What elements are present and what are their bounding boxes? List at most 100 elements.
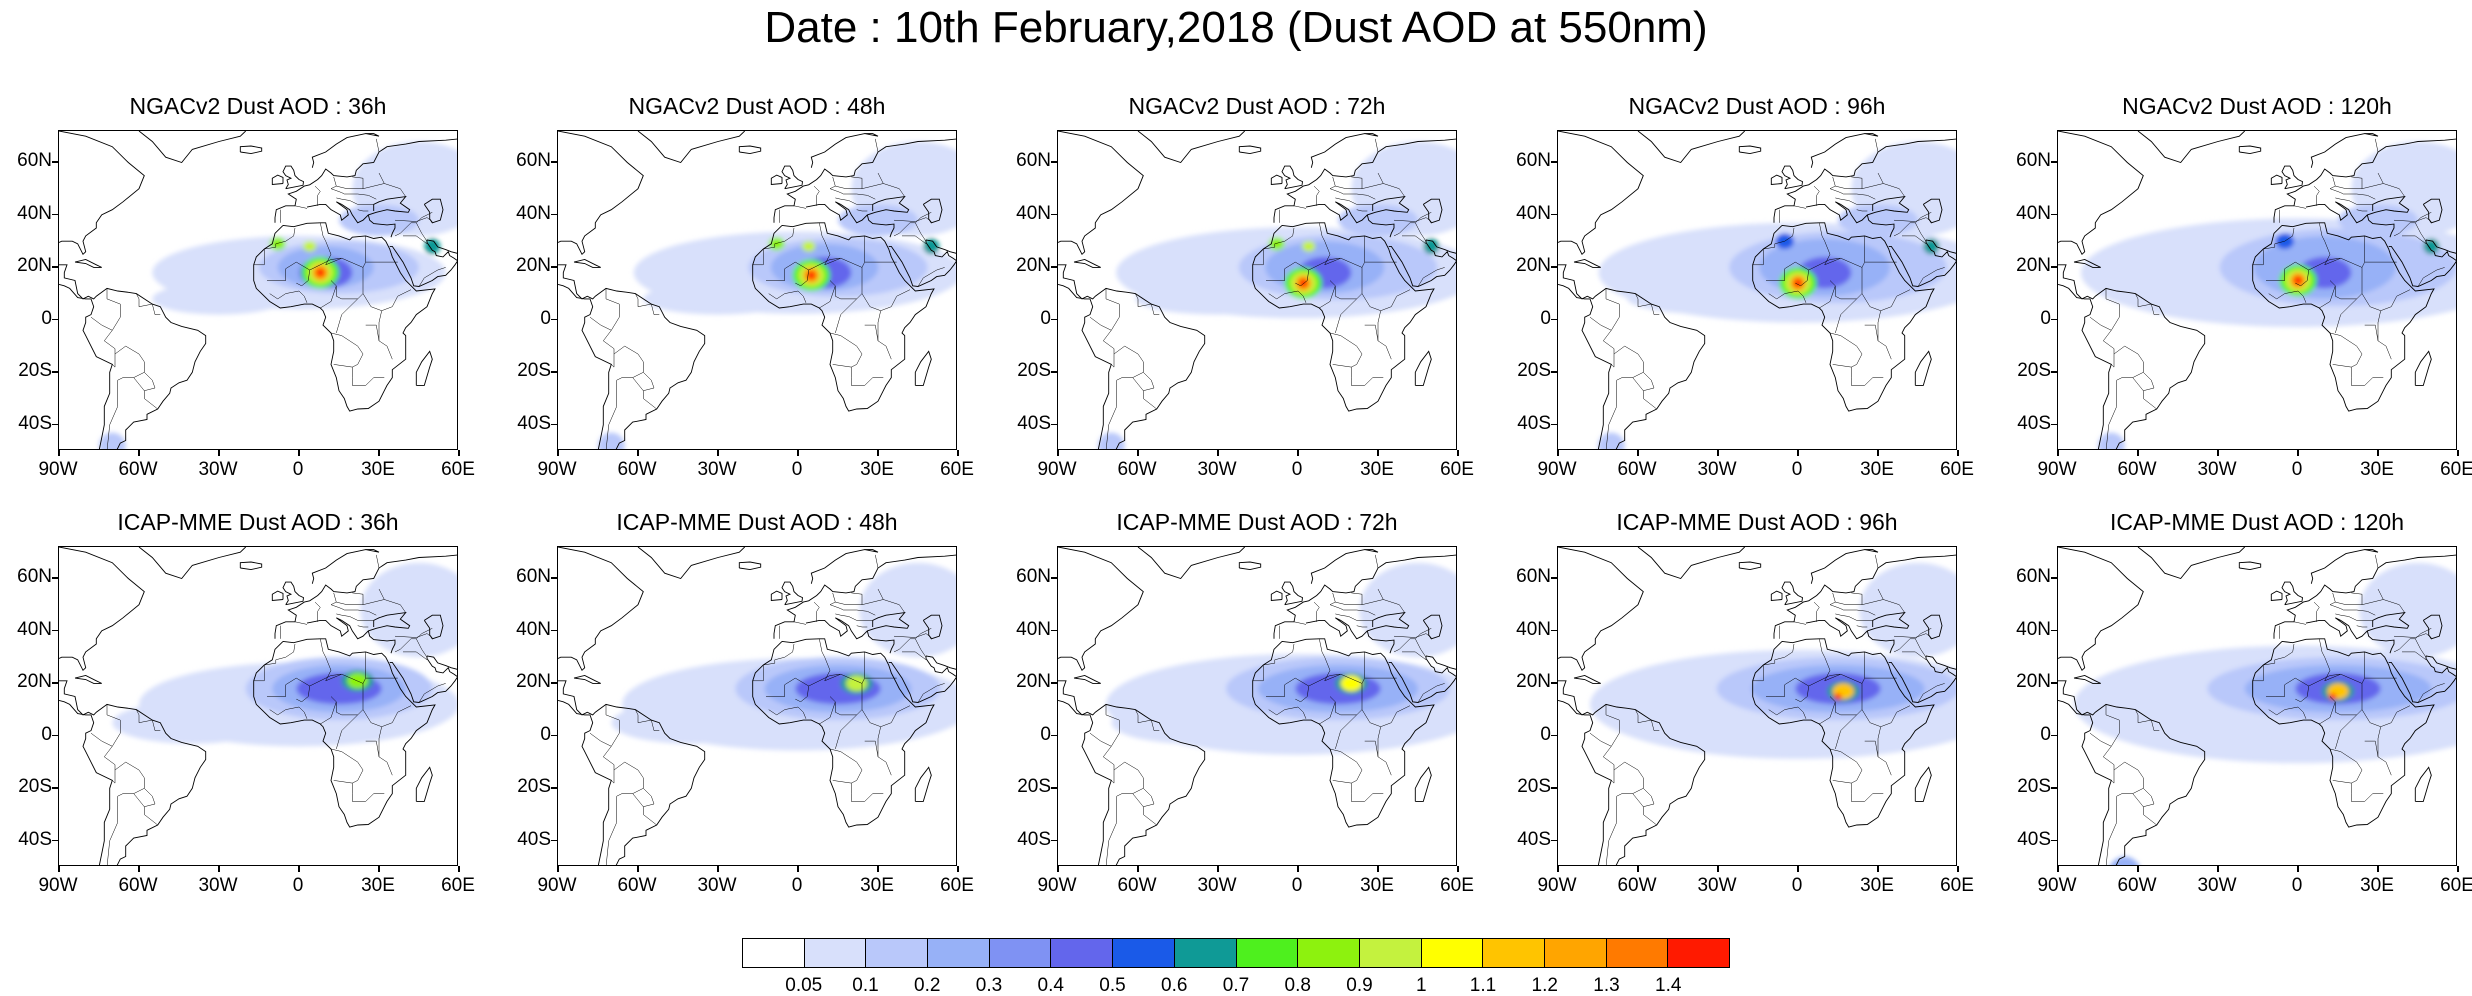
border-line bbox=[1832, 780, 1852, 784]
lat-tick-label: 20N bbox=[1016, 255, 1051, 277]
border-line bbox=[2143, 372, 2157, 410]
lon-tick bbox=[877, 450, 879, 456]
coastline bbox=[2058, 131, 2144, 256]
coastline bbox=[253, 638, 436, 828]
border-line bbox=[333, 780, 353, 784]
border-line bbox=[1319, 285, 1336, 309]
border-line bbox=[774, 227, 795, 248]
country-borders bbox=[1589, 138, 1945, 449]
border-line bbox=[843, 193, 876, 200]
coastline bbox=[1888, 655, 1956, 703]
border-line bbox=[1635, 293, 1639, 300]
lat-tick-label: 40S bbox=[1517, 412, 1551, 434]
coastline bbox=[1366, 630, 1395, 654]
lon-tick bbox=[1057, 866, 1059, 872]
border-line bbox=[840, 267, 863, 300]
coastline bbox=[59, 131, 145, 256]
border-line bbox=[1893, 217, 1932, 222]
border-line bbox=[103, 330, 145, 373]
border-line bbox=[635, 709, 639, 716]
border-line bbox=[296, 269, 310, 287]
coastline bbox=[558, 131, 644, 256]
lat-tick-label: 40S bbox=[517, 412, 551, 434]
lon-tick-label: 0 bbox=[292, 875, 304, 896]
lon-tick-label: 0 bbox=[791, 875, 803, 896]
colorbar-cell bbox=[1483, 939, 1545, 967]
lon-tick-label: 90W bbox=[537, 459, 577, 480]
border-line bbox=[2295, 269, 2309, 287]
lat-tick bbox=[2051, 577, 2057, 579]
lat-tick-label: 60N bbox=[1016, 150, 1051, 172]
lat-tick bbox=[551, 266, 557, 268]
border-line bbox=[1835, 714, 1857, 750]
colorbar-cell bbox=[989, 939, 1052, 967]
border-line bbox=[1335, 197, 1373, 205]
lon-tick bbox=[797, 450, 799, 456]
border-line bbox=[774, 643, 795, 664]
lon-tick-label: 30W bbox=[2197, 875, 2237, 896]
coastline bbox=[271, 590, 284, 601]
border-line bbox=[1377, 588, 1384, 600]
border-line bbox=[1335, 714, 1357, 750]
border-line bbox=[1252, 246, 1275, 266]
border-line bbox=[1632, 377, 1644, 391]
aod-contour bbox=[1859, 562, 1956, 658]
border-line bbox=[152, 720, 161, 731]
border-line bbox=[2324, 254, 2341, 266]
colorbar-label: 0.05 bbox=[785, 975, 823, 996]
colorbar-label: 0.6 bbox=[1161, 975, 1188, 996]
border-line bbox=[103, 746, 145, 789]
coastline bbox=[1914, 350, 1932, 386]
coastline bbox=[2388, 239, 2456, 287]
coastlines bbox=[59, 131, 457, 449]
coastline bbox=[1805, 611, 1910, 640]
border-line bbox=[2132, 377, 2144, 391]
border-line bbox=[1415, 628, 1432, 639]
border-line bbox=[835, 197, 873, 205]
border-line bbox=[1589, 704, 1620, 747]
aod-contour bbox=[838, 204, 918, 236]
colorbar-label: 0.3 bbox=[975, 975, 1003, 996]
coastline bbox=[1238, 145, 1262, 155]
coastline bbox=[781, 581, 803, 606]
border-line bbox=[1829, 332, 1863, 378]
border-line bbox=[1351, 793, 1384, 802]
border-line bbox=[795, 685, 809, 703]
border-line bbox=[1864, 740, 1879, 757]
border-line bbox=[253, 662, 276, 682]
map-canvas bbox=[1558, 131, 1956, 449]
colorbar-label: 1.1 bbox=[1469, 975, 1497, 996]
colorbar-label: 0.2 bbox=[914, 975, 941, 996]
border-line bbox=[2268, 706, 2307, 719]
coastline bbox=[738, 145, 762, 155]
border-line bbox=[1861, 183, 1905, 197]
lon-tick-label: 90W bbox=[2037, 875, 2077, 896]
border-line bbox=[637, 714, 652, 724]
map-canvas bbox=[59, 547, 457, 865]
coastline bbox=[59, 264, 207, 449]
border-line bbox=[589, 704, 620, 747]
border-line bbox=[1332, 780, 1352, 784]
border-line bbox=[861, 599, 905, 613]
lat-tick bbox=[52, 161, 58, 163]
border-line bbox=[2343, 193, 2376, 200]
coastline bbox=[2422, 198, 2443, 224]
colorbar-cell bbox=[1421, 939, 1484, 967]
coastline bbox=[558, 547, 644, 672]
lon-tick-label: 30W bbox=[1697, 875, 1737, 896]
border-line bbox=[605, 796, 617, 865]
lon-tick-label: 30E bbox=[361, 875, 395, 896]
border-line bbox=[1111, 770, 1115, 784]
colorbar-label: 0.9 bbox=[1346, 975, 1373, 996]
border-line bbox=[768, 290, 807, 303]
border-line bbox=[2319, 222, 2331, 255]
border-line bbox=[915, 628, 932, 639]
colorbar-cell bbox=[866, 939, 929, 967]
border-line bbox=[1768, 706, 1807, 719]
border-line bbox=[365, 324, 380, 341]
coastline bbox=[2366, 214, 2395, 238]
aod-colorbar bbox=[742, 938, 1730, 968]
border-line bbox=[1793, 205, 1807, 209]
lon-tick bbox=[2137, 450, 2139, 456]
lat-tick-label: 20S bbox=[1517, 776, 1551, 798]
